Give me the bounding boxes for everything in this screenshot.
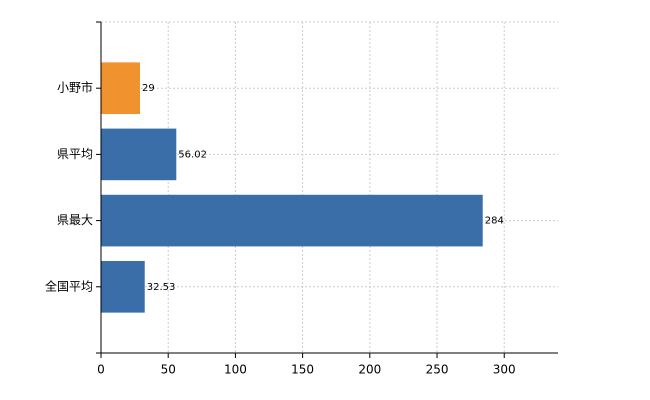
- value-label: 29: [142, 83, 155, 94]
- bar: [101, 128, 177, 181]
- value-label: 284: [485, 216, 504, 227]
- x-tick-label: 250: [426, 363, 449, 377]
- bar: [101, 62, 140, 115]
- x-tick-label: 200: [358, 363, 381, 377]
- value-label: 32.53: [147, 282, 176, 293]
- bar: [101, 194, 483, 247]
- x-tick-label: 100: [224, 363, 247, 377]
- value-label: 56.02: [178, 149, 207, 160]
- x-tick-label: 50: [161, 363, 176, 377]
- y-tick-label: 小野市: [57, 80, 93, 95]
- x-tick-label: 300: [493, 363, 516, 377]
- bar: [101, 260, 145, 313]
- y-tick-label: 県平均: [57, 147, 93, 161]
- x-tick-label: 0: [97, 363, 105, 377]
- y-tick-label: 県最大: [57, 213, 93, 227]
- y-tick-label: 全国平均: [45, 278, 93, 293]
- x-tick-label: 150: [291, 363, 314, 377]
